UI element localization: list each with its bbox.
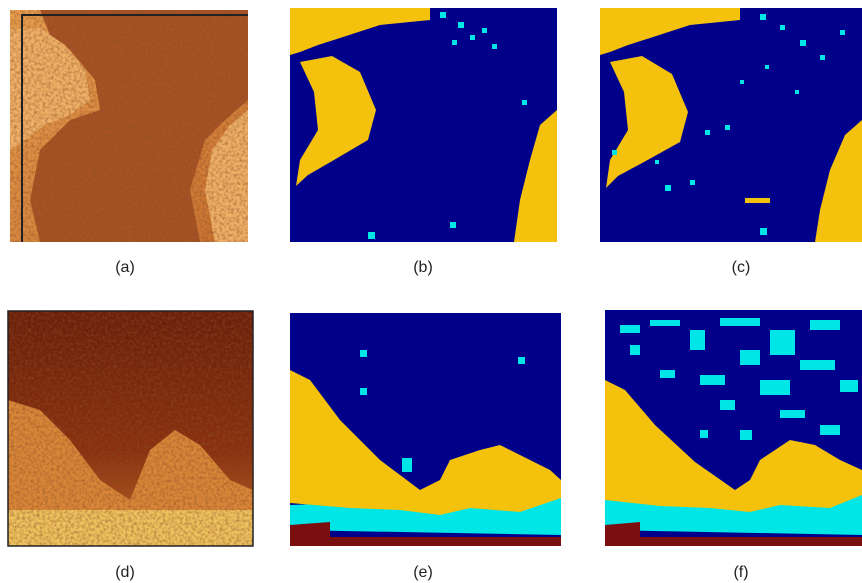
- panel-label: (c): [732, 259, 751, 276]
- image-a: [10, 10, 248, 242]
- segmentation-c: [600, 8, 862, 242]
- panel-label: (f): [733, 564, 748, 581]
- figure: (a) (b) (c) (d) (e) (f): [0, 0, 862, 583]
- segmentation-b: [290, 8, 557, 242]
- segmentation-e: [290, 313, 561, 546]
- panel-label: (e): [413, 564, 433, 581]
- segmentation-f: [605, 310, 862, 546]
- panel-label: (d): [115, 564, 135, 581]
- image-d: [8, 311, 253, 546]
- panel-label: (a): [115, 259, 135, 276]
- panel-label: (b): [413, 259, 433, 276]
